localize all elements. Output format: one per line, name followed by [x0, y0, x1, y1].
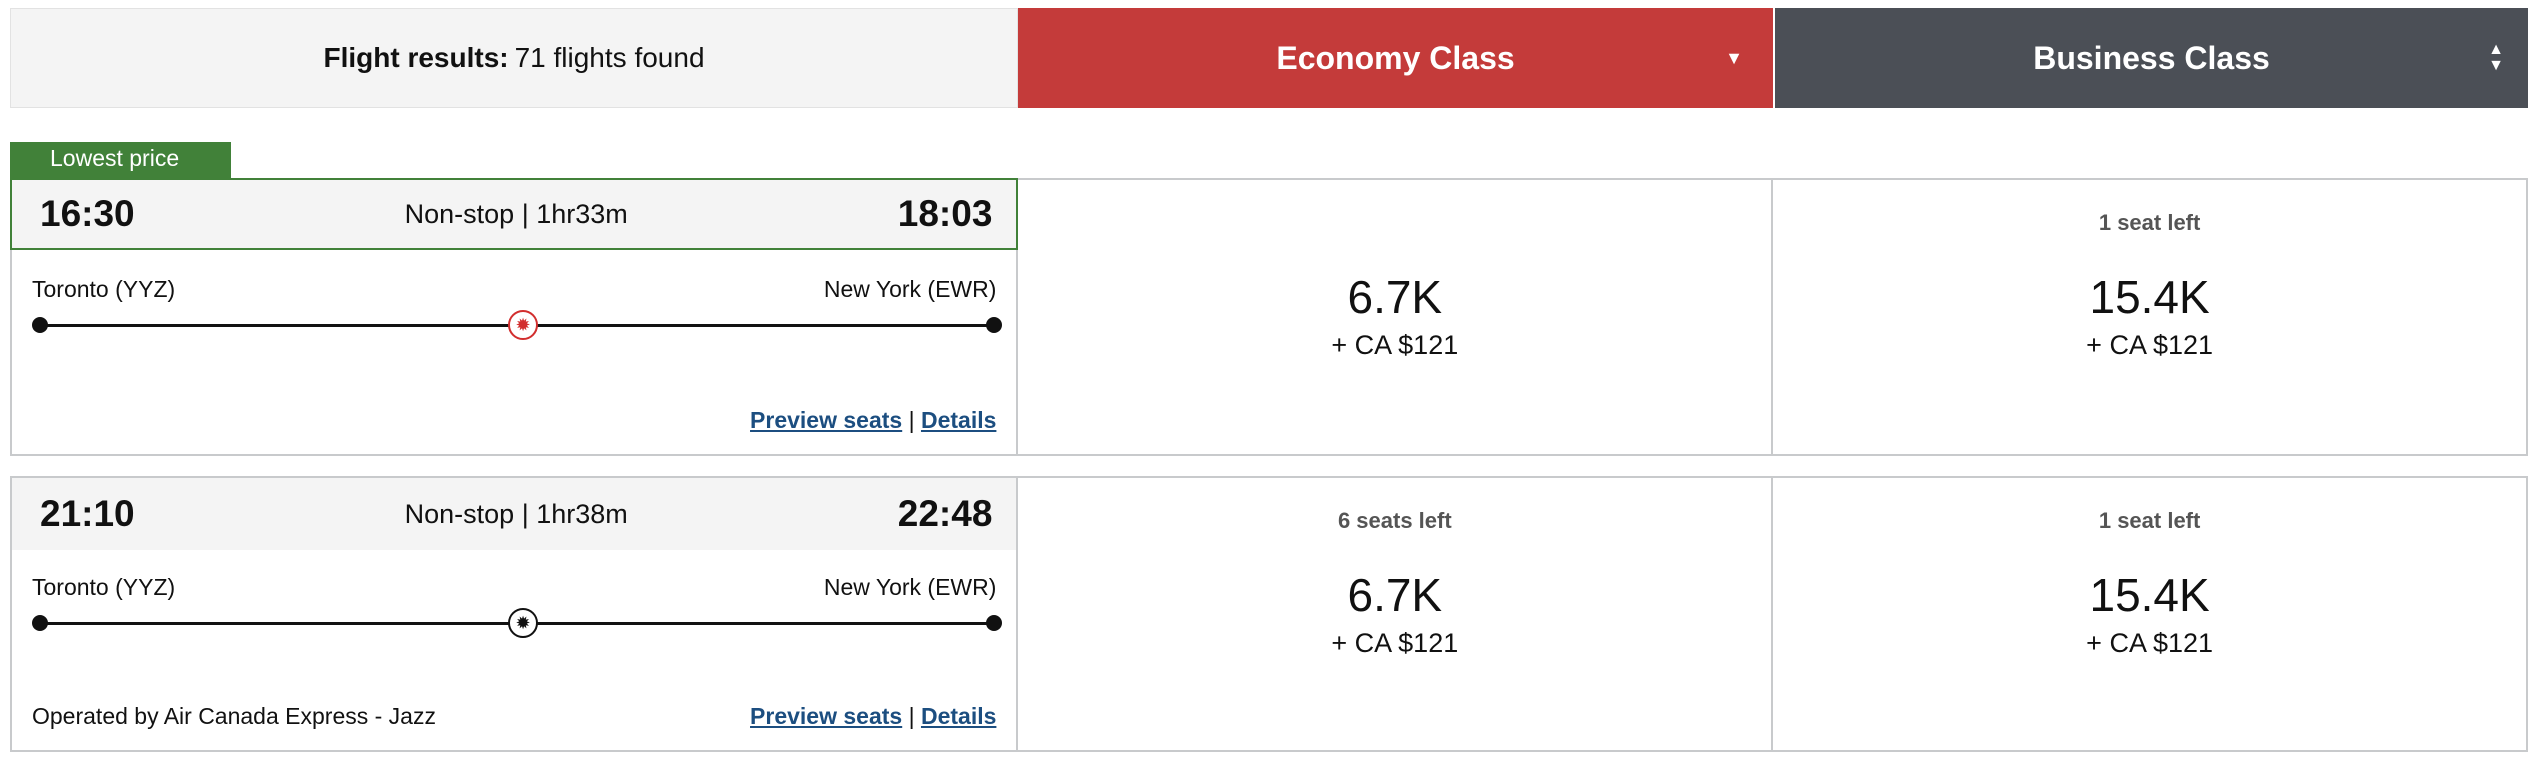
- air-canada-maple-leaf-icon: ✹: [508, 310, 538, 340]
- air-canada-maple-leaf-icon: ✹: [508, 608, 538, 638]
- details-link[interactable]: Details: [920, 407, 997, 433]
- caret-down-icon: ▼: [1725, 48, 1743, 68]
- economy-class-sort-button[interactable]: Economy Class ▼: [1018, 8, 1773, 108]
- seats-left: 1 seat left: [2098, 508, 2201, 533]
- fare-price: 6.7K: [1347, 569, 1443, 621]
- arrival-time: 18:03: [897, 193, 993, 234]
- flight-summary: Non-stop | 1hr33m: [404, 198, 628, 229]
- origin-dot: [32, 615, 48, 631]
- operator-text: Operated by Air Canada Express - Jazz: [32, 703, 436, 729]
- separator: |: [908, 703, 915, 729]
- destination: New York (EWR): [823, 574, 997, 600]
- economy-fare[interactable]: 6.7K + CA $121: [1018, 180, 1771, 454]
- fare-tax: + CA $121: [2086, 628, 2214, 658]
- destination: New York (EWR): [823, 276, 997, 302]
- flight-info: 21:10 Non-stop | 1hr38m 22:48 Toronto (Y…: [12, 478, 1019, 750]
- origin: Toronto (YYZ): [32, 276, 176, 302]
- economy-class-label: Economy Class: [1276, 39, 1515, 76]
- flight-summary: Non-stop | 1hr38m: [404, 498, 628, 529]
- departure-time: 21:10: [40, 493, 135, 534]
- business-fare[interactable]: 1 seat left 15.4K + CA $121: [1771, 180, 2526, 454]
- destination-dot: [986, 317, 1003, 333]
- results-label: Flight results:: [323, 42, 509, 73]
- fare-tax: + CA $121: [1331, 330, 1459, 360]
- results-summary: Flight results: 71 flights found: [10, 8, 1018, 108]
- departure-time: 16:30: [40, 193, 135, 234]
- arrival-time: 22:48: [897, 493, 993, 534]
- flight-card[interactable]: 16:30 Non-stop | 1hr33m 18:03 Toronto (Y…: [10, 178, 2528, 456]
- business-fare[interactable]: 1 seat left 15.4K + CA $121: [1771, 478, 2526, 750]
- results-header: Flight results: 71 flights found Economy …: [10, 8, 2528, 108]
- flight-card[interactable]: 21:10 Non-stop | 1hr38m 22:48 Toronto (Y…: [10, 476, 2528, 752]
- flight-times: 16:30 Non-stop | 1hr33m 18:03: [10, 178, 1019, 250]
- route-line: ✹: [32, 608, 1003, 638]
- separator: |: [908, 407, 915, 433]
- preview-seats-link[interactable]: Preview seats: [750, 407, 903, 433]
- flight-times: 21:10 Non-stop | 1hr38m 22:48: [12, 478, 1017, 550]
- destination-dot: [986, 615, 1003, 631]
- business-class-sort-button[interactable]: Business Class ▲ ▼: [1773, 8, 2528, 108]
- seats-left: 1 seat left: [2098, 210, 2201, 235]
- lowest-price-badge: Lowest price: [10, 142, 231, 179]
- origin-dot: [32, 317, 48, 333]
- flight-info: 16:30 Non-stop | 1hr33m 18:03 Toronto (Y…: [10, 178, 1019, 454]
- route-line: ✹: [32, 310, 1003, 340]
- seats-left: 6 seats left: [1337, 508, 1452, 533]
- preview-seats-link[interactable]: Preview seats: [750, 703, 903, 729]
- results-count: 71 flights found: [514, 42, 705, 73]
- fare-price: 6.7K: [1347, 271, 1443, 323]
- business-class-label: Business Class: [2033, 39, 2270, 76]
- origin: Toronto (YYZ): [32, 574, 176, 600]
- economy-fare[interactable]: 6 seats left 6.7K + CA $121: [1018, 478, 1771, 750]
- fare-price: 15.4K: [2089, 271, 2210, 323]
- details-link[interactable]: Details: [920, 703, 997, 729]
- fare-price: 15.4K: [2089, 569, 2210, 621]
- fare-tax: + CA $121: [2086, 330, 2214, 360]
- sort-icon: ▲ ▼: [2488, 41, 2504, 74]
- fare-tax: + CA $121: [1331, 628, 1459, 658]
